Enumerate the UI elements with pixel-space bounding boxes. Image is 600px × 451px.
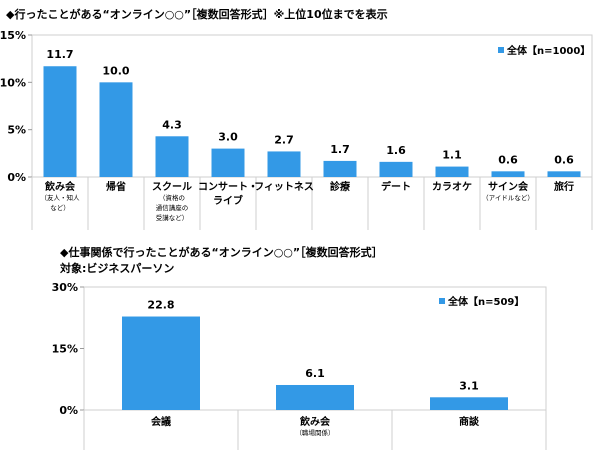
chart1-data-label: 4.3 bbox=[162, 118, 182, 131]
chart1-data-label: 2.7 bbox=[274, 133, 294, 146]
chart2-category-label: 会議 bbox=[151, 415, 171, 428]
chart2-data-label: 6.1 bbox=[305, 367, 325, 380]
chart1-bar bbox=[155, 136, 189, 177]
chart1-category-sublabel: など） bbox=[50, 204, 70, 212]
chart1-bar bbox=[491, 171, 525, 177]
chart1-category-sublabel: 受講など） bbox=[156, 213, 189, 222]
chart1-category-label: フィットネス bbox=[254, 181, 314, 193]
chart2-title: ◆仕事関係で行ったことがある“オンライン○○”［複数回答形式］ bbox=[60, 246, 383, 259]
chart2-ytick-label: 0% bbox=[59, 404, 78, 417]
chart1-category-sublabel: （アイドルなど） bbox=[482, 194, 534, 202]
chart1-data-label: 0.6 bbox=[498, 153, 518, 166]
chart1-category-sublabel: 通信講座の bbox=[156, 203, 189, 212]
chart2-bar bbox=[122, 316, 200, 410]
chart1-bar bbox=[547, 171, 581, 177]
chart1-data-label: 1.7 bbox=[330, 143, 350, 156]
chart1-bar bbox=[99, 82, 133, 177]
chart1-data-label: 1.6 bbox=[386, 144, 406, 157]
chart1-category-label: ライブ bbox=[213, 194, 243, 207]
chart2-legend-swatch bbox=[439, 298, 445, 304]
chart1-data-label: 10.0 bbox=[102, 64, 129, 77]
chart1-category-label: コンサート・ bbox=[198, 181, 258, 193]
chart2-ytick-label: 15% bbox=[52, 343, 78, 356]
chart1-ytick-label: 10% bbox=[0, 76, 26, 89]
chart1-category-label: スクール bbox=[152, 181, 192, 193]
chart2-category-label: 商談 bbox=[459, 415, 480, 428]
chart2-data-label: 3.1 bbox=[459, 379, 479, 392]
chart1-bar bbox=[323, 160, 357, 177]
chart2-ytick-label: 30% bbox=[52, 281, 78, 294]
chart1-data-label: 1.1 bbox=[442, 149, 462, 162]
chart1-category-sublabel: （友人・知人 bbox=[41, 193, 81, 202]
chart2-bar bbox=[430, 397, 508, 410]
chart1-category-label: 帰省 bbox=[106, 180, 126, 193]
chart1-bar bbox=[211, 148, 245, 177]
chart1-ytick-label: 0% bbox=[7, 171, 26, 184]
chart1-ytick-label: 15% bbox=[0, 29, 26, 42]
chart1-category-label: 旅行 bbox=[554, 180, 574, 193]
chart1-title: ◆行ったことがある“オンライン○○”［複数回答形式］※上位10位までを表示 bbox=[6, 8, 388, 21]
chart1-category-label: デート bbox=[381, 180, 411, 193]
chart2-legend-label: 全体【n=509】 bbox=[447, 295, 524, 308]
chart1-category-label: サイン会 bbox=[488, 180, 528, 193]
chart1-bar bbox=[435, 166, 469, 177]
chart1-data-label: 3.0 bbox=[218, 131, 238, 144]
chart1-category-label: 診療 bbox=[330, 180, 350, 193]
chart2-category-sublabel: （職場関係） bbox=[296, 428, 335, 437]
chart1-legend-label: 全体【n=1000】 bbox=[506, 44, 590, 57]
chart1-data-label: 0.6 bbox=[554, 153, 574, 166]
chart2-data-label: 22.8 bbox=[147, 299, 174, 312]
chart2-subtitle: 対象:ビジネスパーソン bbox=[60, 262, 175, 275]
chart1-bar bbox=[267, 151, 301, 177]
chart1-legend-swatch bbox=[498, 47, 504, 53]
chart1-category-sublabel: （資格の bbox=[159, 193, 185, 202]
chart1-bar bbox=[379, 161, 413, 177]
chart2-category-label: 飲み会 bbox=[299, 415, 330, 428]
chart2-bar bbox=[276, 384, 354, 410]
chart1-category-label: 飲み会 bbox=[44, 180, 75, 193]
chart1-ytick-label: 5% bbox=[7, 124, 26, 137]
chart1-bar bbox=[43, 66, 77, 177]
chart1-data-label: 11.7 bbox=[46, 48, 73, 61]
chart1-category-label: カラオケ bbox=[432, 181, 472, 193]
